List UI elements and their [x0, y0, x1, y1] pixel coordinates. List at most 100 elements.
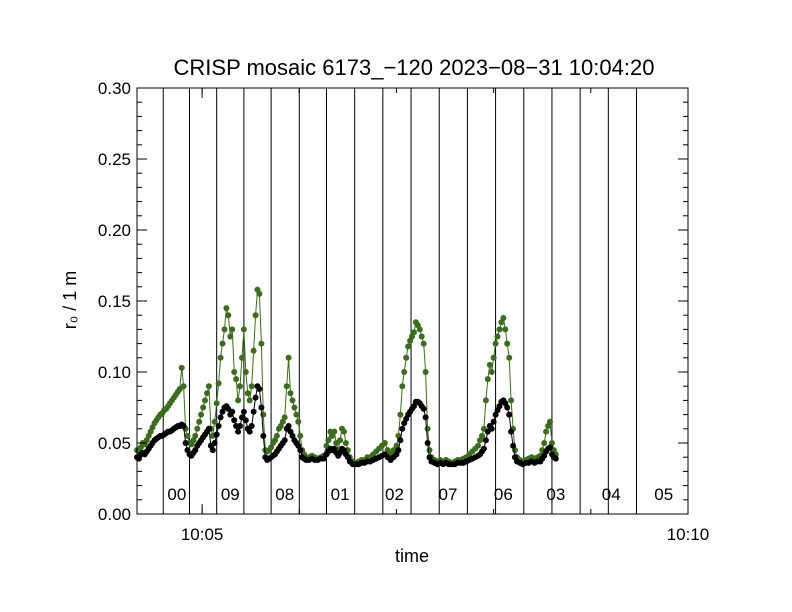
data-point	[250, 408, 257, 415]
data-point	[547, 444, 553, 451]
data-point	[239, 354, 245, 361]
data-point	[256, 290, 263, 297]
data-point	[486, 361, 493, 368]
data-point	[260, 411, 267, 418]
data-point	[215, 423, 222, 429]
data-point	[420, 405, 427, 412]
data-point	[273, 432, 280, 439]
data-point	[504, 340, 511, 347]
segment-label: 01	[331, 485, 350, 504]
data-point	[196, 418, 203, 425]
data-point	[184, 432, 191, 439]
data-point	[182, 440, 189, 446]
data-point	[416, 326, 423, 333]
data-point	[250, 347, 257, 354]
data-point	[510, 442, 517, 449]
data-point	[237, 423, 243, 429]
data-point	[240, 326, 247, 333]
data-point	[506, 354, 513, 361]
y-tick-label: 0.30	[98, 79, 131, 98]
data-point	[289, 397, 296, 404]
data-point	[399, 425, 406, 432]
axes: 0.00 0.05 0.10 0.15 0.20 0.25 0.30 10:05 10:10	[98, 79, 709, 544]
segment-label: 03	[546, 485, 565, 504]
data-point	[411, 329, 417, 336]
data-point	[198, 411, 205, 418]
data-point	[482, 437, 489, 444]
data-point	[229, 408, 236, 415]
series-black	[134, 383, 559, 468]
data-point	[246, 428, 253, 435]
data-point	[217, 354, 224, 361]
data-point	[422, 369, 429, 375]
data-point	[231, 369, 238, 375]
data-point	[490, 418, 497, 425]
data-point	[488, 425, 495, 432]
data-point	[225, 312, 232, 319]
data-point	[235, 397, 242, 404]
data-point	[390, 447, 397, 454]
data-point	[494, 333, 501, 340]
segment-labels: 00 09 08 01 02 07 06 03 04 05	[167, 485, 673, 504]
data-point	[492, 340, 499, 347]
data-point	[401, 369, 408, 375]
data-point	[233, 376, 240, 383]
y-tick-label: 0.05	[98, 434, 131, 453]
data-point	[403, 354, 410, 361]
data-point	[213, 431, 220, 438]
series-layer	[134, 286, 559, 468]
data-point	[508, 428, 515, 435]
data-point	[422, 414, 429, 421]
data-point	[221, 326, 228, 333]
data-point	[244, 390, 251, 397]
segment-lines	[162, 88, 637, 514]
data-point	[297, 432, 304, 439]
data-point	[320, 455, 327, 462]
data-point	[223, 305, 230, 312]
y-tick-label: 0.20	[98, 221, 131, 240]
data-point	[217, 414, 224, 421]
data-point	[484, 376, 491, 383]
segment-label: 06	[494, 485, 513, 504]
data-point	[215, 380, 222, 387]
segment-label: 05	[654, 485, 673, 504]
data-point	[552, 455, 559, 462]
data-point	[281, 437, 288, 444]
data-point	[295, 418, 302, 425]
data-point	[240, 408, 247, 415]
y-axis-label: r₀ / 1 m	[60, 271, 80, 329]
data-point	[424, 440, 431, 446]
data-point	[342, 440, 349, 446]
x-axis-label: time	[395, 546, 429, 566]
data-point	[211, 440, 218, 446]
data-point	[242, 369, 249, 375]
data-point	[260, 432, 267, 439]
data-point	[405, 343, 412, 350]
data-point	[395, 447, 402, 454]
data-point	[543, 428, 550, 435]
data-point	[331, 428, 338, 435]
data-point	[252, 312, 259, 319]
y-tick-label: 0.00	[98, 505, 131, 524]
segment-label: 02	[385, 485, 404, 504]
data-point	[293, 411, 300, 418]
data-point	[384, 447, 391, 454]
data-point	[479, 432, 485, 439]
data-point	[180, 383, 187, 390]
data-point	[205, 425, 212, 432]
data-point	[256, 386, 263, 392]
data-point	[424, 425, 431, 432]
data-point	[231, 417, 238, 424]
data-point	[297, 447, 304, 454]
data-point	[229, 326, 236, 333]
data-point	[381, 440, 388, 446]
segment-label: 08	[275, 485, 294, 504]
segment-label: 04	[602, 485, 621, 504]
data-point	[211, 418, 218, 425]
data-point	[420, 340, 427, 347]
data-point	[283, 383, 290, 390]
chart-title: CRISP mosaic 6173_−120 2023−08−31 10:04:…	[174, 55, 655, 80]
data-point	[490, 354, 497, 361]
data-point	[397, 437, 404, 444]
